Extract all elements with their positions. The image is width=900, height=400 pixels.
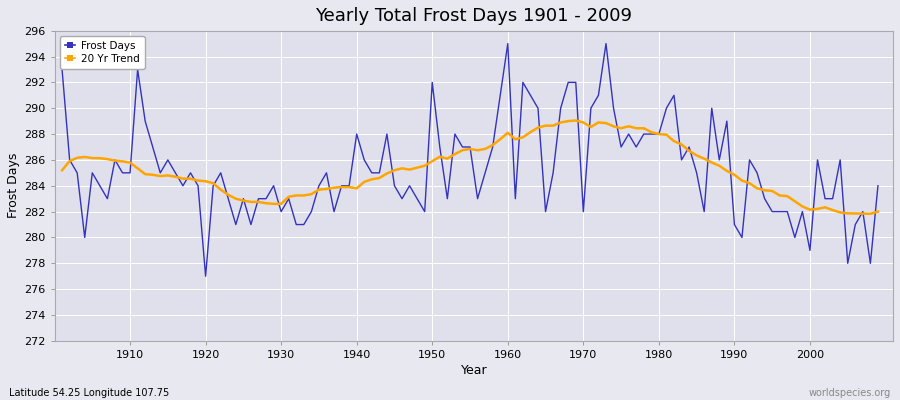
X-axis label: Year: Year	[461, 364, 487, 377]
Y-axis label: Frost Days: Frost Days	[7, 153, 20, 218]
Text: worldspecies.org: worldspecies.org	[809, 388, 891, 398]
Legend: Frost Days, 20 Yr Trend: Frost Days, 20 Yr Trend	[59, 36, 145, 70]
Text: Latitude 54.25 Longitude 107.75: Latitude 54.25 Longitude 107.75	[9, 388, 169, 398]
Title: Yearly Total Frost Days 1901 - 2009: Yearly Total Frost Days 1901 - 2009	[315, 7, 633, 25]
